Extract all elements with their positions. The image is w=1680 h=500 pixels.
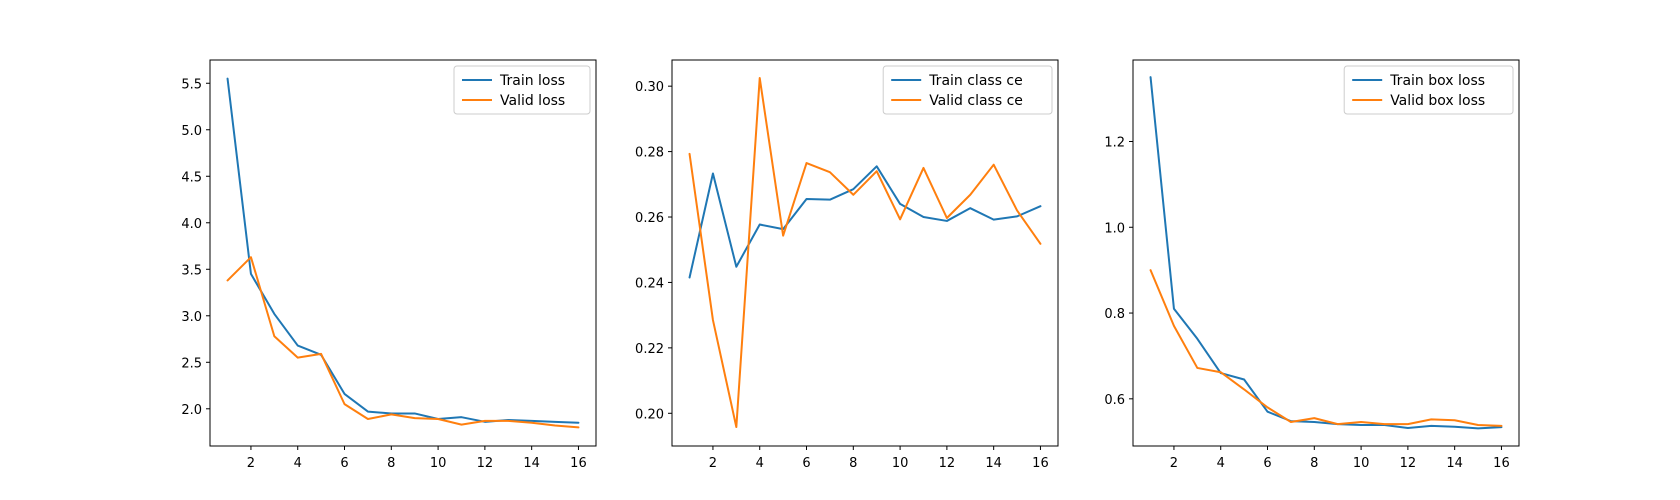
series-line-valid-loss [226,256,580,429]
axes-frame [671,59,1059,447]
y-tick-label: 0.22 [635,342,664,357]
x-tick-label: 2 [247,456,255,471]
y-tick-label: 0.20 [635,407,664,422]
legend-label: Valid box loss [1390,93,1485,109]
series-line-valid-box-loss [1149,269,1503,427]
chart-panel-1: 2 4 6 8 10 12 14 16 2.0 2.5 3.0 3.5 4.0 4.5 5.0 5.5 Trai… [181,59,597,471]
legend: Train loss Valid loss [453,65,591,115]
axes-frame [209,59,597,447]
x-tick-label: 16 [570,456,587,471]
x-tick-label: 4 [756,456,764,471]
series-line-train-box-loss [1149,76,1503,430]
x-tick-label: 8 [387,456,395,471]
y-tick-label: 2.5 [181,356,202,371]
x-tick-label: 4 [294,456,302,471]
y-tick-label: 0.24 [635,276,664,291]
legend-label: Train class ce [928,73,1023,89]
x-tick-label: 12 [477,456,494,471]
y-tick-label: 0.28 [635,146,664,161]
axes-frame [1132,59,1520,447]
x-tick-label: 8 [849,456,857,471]
legend-label: Train loss [499,73,565,89]
x-tick-label: 6 [340,456,348,471]
x-tick-label: 16 [1032,456,1049,471]
x-tick-label: 14 [523,456,540,471]
legend-label: Valid loss [500,93,565,109]
y-tick-label: 3.0 [181,310,202,325]
x-tick-label: 16 [1493,456,1510,471]
y-tick-label: 4.0 [181,217,202,232]
x-tick-label: 10 [892,456,909,471]
x-tick-label: 14 [1446,456,1463,471]
x-tick-label: 12 [939,456,956,471]
legend-label: Train box loss [1389,73,1485,89]
y-tick-label: 5.5 [181,77,202,92]
x-tick-label: 2 [709,456,717,471]
series-line-valid-class-ce [688,76,1042,429]
legend: Train class ce Valid class ce [882,65,1053,115]
y-tick-label: 0.6 [1104,393,1125,408]
y-tick-label: 0.8 [1104,307,1125,322]
y-tick-label: 1.2 [1104,135,1125,150]
legend: Train box loss Valid box loss [1343,65,1514,115]
chart-panel-3: 2 4 6 8 10 12 14 16 0.6 0.8 1.0 1.2 Train box loss Va… [1104,59,1520,471]
y-tick-label: 2.0 [181,403,202,418]
series-line-train-loss [226,77,580,424]
x-tick-label: 6 [802,456,810,471]
x-tick-label: 12 [1400,456,1417,471]
x-tick-label: 10 [430,456,447,471]
y-tick-label: 0.30 [635,80,664,95]
y-tick-label: 5.0 [181,124,202,139]
x-tick-label: 14 [985,456,1002,471]
chart-panel-2: 2 4 6 8 10 12 14 16 0.20 0.22 0.24 0.26 0.28 0.30 Trai… [635,59,1059,471]
legend-box [453,65,591,115]
legend-label: Valid class ce [929,93,1023,109]
x-tick-label: 10 [1353,456,1370,471]
legend-box [1343,65,1514,115]
legend-box [882,65,1053,115]
x-tick-label: 2 [1170,456,1178,471]
x-tick-label: 4 [1217,456,1225,471]
y-tick-label: 0.26 [635,211,664,226]
y-tick-label: 4.5 [181,170,202,185]
y-tick-label: 3.5 [181,263,202,278]
x-tick-label: 8 [1310,456,1318,471]
y-tick-label: 1.0 [1104,221,1125,236]
x-tick-label: 6 [1263,456,1271,471]
